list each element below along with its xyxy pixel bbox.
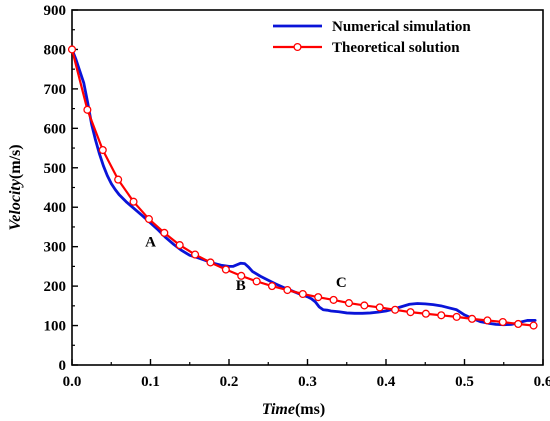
- theoretical-solution-point: [67, 45, 77, 54]
- y-tick-label: 600: [44, 121, 67, 137]
- y-tick-label: 300: [44, 240, 67, 256]
- y-axis-ticks: 0 100 200 300 400 500 600 700 800 900: [44, 3, 78, 374]
- theoretical-solution-point: [144, 215, 153, 224]
- theoretical-solution-line: [70, 48, 535, 327]
- x-tick-label: 0.1: [141, 374, 160, 390]
- theoretical-solution-point: [329, 295, 338, 304]
- x-tick-label: 0.5: [455, 374, 474, 390]
- legend-marker-theoretical-solution: [293, 42, 302, 52]
- legend-label: Theoretical solution: [332, 40, 460, 56]
- theoretical-solution-point: [467, 314, 477, 323]
- x-axis-ticks: 0.0 0.1 0.2 0.3 0.4 0.5 0.6: [63, 359, 550, 390]
- theoretical-solution-point: [314, 293, 323, 302]
- theoretical-solution-point: [375, 303, 384, 312]
- theoretical-solution-point: [129, 197, 138, 206]
- theoretical-solution-point: [391, 305, 400, 314]
- theoretical-solution-point: [221, 265, 230, 274]
- theoretical-solution-point: [252, 277, 261, 286]
- theoretical-solution-point: [267, 282, 277, 291]
- y-tick-label: 900: [44, 3, 67, 19]
- x-tick-label: 0.3: [298, 374, 317, 390]
- theoretical-solution-point: [114, 175, 123, 184]
- x-tick-label: 0.0: [63, 374, 82, 390]
- theoretical-solution-point: [175, 241, 184, 250]
- legend: Numerical simulation Theoretical solution: [273, 19, 471, 56]
- legend-label: Numerical simulation: [332, 19, 471, 35]
- theoretical-solution-point: [360, 301, 369, 310]
- theoretical-solution-point: [483, 316, 492, 325]
- theoretical-solution-point: [437, 311, 446, 320]
- theoretical-solution-point: [160, 228, 169, 237]
- y-axis-title-unit: (m/s): [7, 144, 24, 179]
- y-tick-label: 200: [44, 279, 67, 295]
- annotation-a: A: [145, 235, 156, 251]
- y-tick-label: 0: [59, 358, 67, 374]
- x-tick-label: 0.2: [220, 374, 239, 390]
- theoretical-solution-point: [406, 308, 415, 317]
- theoretical-solution-point: [283, 286, 292, 295]
- y-tick-label: 800: [44, 42, 67, 58]
- annotations: A B C: [145, 235, 347, 294]
- theoretical-solution-point: [421, 309, 430, 318]
- annotation-b: B: [236, 278, 246, 294]
- plot-border: [71, 9, 544, 366]
- y-tick-label: 500: [44, 161, 67, 177]
- x-axis-title: Time(ms): [262, 401, 325, 418]
- y-tick-label: 400: [44, 200, 67, 216]
- theoretical-solution-point: [98, 145, 107, 155]
- theoretical-solution-point: [191, 250, 200, 259]
- theoretical-solution-point: [514, 319, 523, 329]
- x-axis-title-main: Time: [262, 401, 295, 418]
- theoretical-solution-point: [344, 299, 353, 308]
- theoretical-solution-point: [237, 271, 246, 280]
- theoretical-solution-point: [452, 312, 461, 321]
- plot-frame: [71, 9, 544, 366]
- y-axis-title: Velocity(m/s): [7, 144, 24, 230]
- y-tick-label: 700: [44, 82, 67, 98]
- x-tick-label: 0.6: [534, 374, 550, 390]
- x-axis-title-unit: (ms): [295, 401, 325, 418]
- y-tick-label: 100: [44, 319, 67, 335]
- theoretical-solution-point: [206, 258, 215, 267]
- theoretical-solution-point: [83, 105, 92, 114]
- numerical-simulation-line: [70, 48, 537, 327]
- series-layer: [67, 45, 538, 330]
- annotation-c: C: [336, 275, 347, 291]
- theoretical-solution-point: [498, 317, 507, 327]
- y-axis-title-main: Velocity: [7, 178, 24, 230]
- theoretical-solution-point: [298, 289, 307, 299]
- x-tick-label: 0.4: [377, 374, 396, 390]
- theoretical-solution-point: [529, 321, 538, 330]
